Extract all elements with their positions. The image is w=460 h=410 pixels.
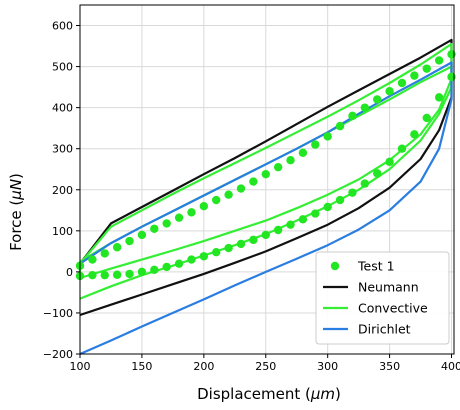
x-tick-label: 150 bbox=[131, 360, 152, 373]
test-1-point bbox=[298, 148, 308, 158]
legend-label-neumann: Neumann bbox=[358, 280, 419, 295]
test-1-point bbox=[273, 225, 283, 235]
x-tick-label: 350 bbox=[379, 360, 400, 373]
test-1-point bbox=[348, 188, 357, 197]
test-1-point bbox=[434, 93, 444, 102]
test-1-point bbox=[236, 184, 246, 193]
x-tick-label: 400 bbox=[441, 360, 460, 373]
test-1-point bbox=[323, 202, 332, 212]
y-axis-ticks: −200 −100 0 100 200 300 400 500 600 bbox=[43, 20, 80, 361]
test-1-point bbox=[224, 190, 233, 199]
test-1-point bbox=[311, 209, 320, 218]
test-1-point bbox=[162, 219, 171, 228]
test-1-point bbox=[212, 247, 221, 257]
y-tick-label: −100 bbox=[43, 307, 73, 320]
y-axis-title: Force (μN) bbox=[7, 173, 25, 251]
legend-label-dirichlet: Dirichlet bbox=[358, 322, 411, 337]
y-tick-label: −200 bbox=[43, 348, 73, 361]
y-tick-label: 0 bbox=[66, 266, 73, 279]
test-1-point bbox=[360, 103, 370, 112]
test-1-point bbox=[174, 213, 184, 222]
test-1-point bbox=[199, 201, 209, 211]
test-1-point bbox=[273, 162, 283, 172]
test-1-point bbox=[174, 259, 184, 268]
test-1-point bbox=[137, 230, 147, 240]
test-1-point bbox=[311, 140, 320, 149]
test-1-point bbox=[422, 64, 431, 73]
test-1-point bbox=[249, 235, 258, 245]
test-1-point bbox=[100, 249, 109, 258]
test-1-point bbox=[348, 111, 357, 121]
test-1-point bbox=[397, 78, 407, 88]
test-1-point bbox=[434, 56, 444, 65]
test-1-point bbox=[112, 243, 122, 252]
test-1-point bbox=[236, 239, 246, 249]
test-1-point bbox=[212, 195, 221, 205]
test-1-point bbox=[286, 220, 295, 229]
legend-box bbox=[315, 251, 450, 345]
test-1-point bbox=[125, 269, 134, 279]
test-1-point bbox=[373, 169, 382, 178]
test-1-point bbox=[88, 270, 97, 280]
test-1-point bbox=[100, 270, 109, 280]
x-axis-title: Displacement (μm) bbox=[197, 385, 341, 403]
axes-frame bbox=[79, 4, 455, 355]
test-1-point bbox=[286, 156, 295, 165]
test-1-point bbox=[150, 224, 159, 233]
test-1-point bbox=[360, 179, 370, 188]
y-tick-label: 600 bbox=[52, 20, 73, 33]
dirichlet-series-line bbox=[79, 61, 453, 356]
x-tick-label: 200 bbox=[193, 360, 214, 373]
test-1-point bbox=[410, 130, 419, 139]
test-1-point bbox=[199, 252, 209, 261]
test-1-point bbox=[397, 144, 407, 153]
x-axis-ticks: 100 150 200 250 300 350 400 bbox=[70, 354, 460, 373]
test-1-point bbox=[422, 113, 431, 123]
test-1-point bbox=[323, 132, 332, 141]
legend-label-test-1: Test 1 bbox=[357, 259, 395, 274]
test-1-point bbox=[249, 177, 258, 186]
test-1-point bbox=[187, 208, 196, 217]
y-tick-label: 500 bbox=[52, 61, 73, 74]
test-1-point bbox=[261, 169, 270, 179]
plot-area bbox=[75, 4, 456, 356]
y-tick-label: 200 bbox=[52, 184, 73, 197]
legend-marker-test-1 bbox=[330, 261, 340, 271]
y-tick-label: 400 bbox=[52, 102, 73, 115]
test-1-point bbox=[137, 267, 147, 277]
test-1-point bbox=[162, 262, 171, 272]
x-tick-label: 300 bbox=[317, 360, 338, 373]
test-1-point bbox=[373, 95, 382, 104]
test-1-point bbox=[224, 243, 233, 253]
test-1-point bbox=[385, 87, 394, 96]
test-1-point bbox=[335, 121, 345, 131]
test-1-point bbox=[335, 195, 345, 205]
y-tick-label: 300 bbox=[52, 143, 73, 156]
test-1-point bbox=[112, 270, 122, 279]
legend-label-convective: Convective bbox=[358, 301, 428, 316]
test-1-point bbox=[125, 236, 134, 246]
x-tick-label: 250 bbox=[255, 360, 276, 373]
legend: Test 1 Neumann Convective Dirichlet bbox=[315, 251, 450, 345]
test-1-point bbox=[298, 215, 308, 224]
test-1-point bbox=[385, 157, 394, 167]
x-tick-label: 100 bbox=[70, 360, 91, 373]
test-1-point bbox=[261, 230, 270, 240]
test-1-point bbox=[187, 255, 196, 264]
test-1-point bbox=[410, 71, 419, 80]
test-1-point bbox=[88, 255, 97, 264]
y-tick-label: 100 bbox=[52, 225, 73, 238]
test-1-point bbox=[150, 265, 159, 275]
